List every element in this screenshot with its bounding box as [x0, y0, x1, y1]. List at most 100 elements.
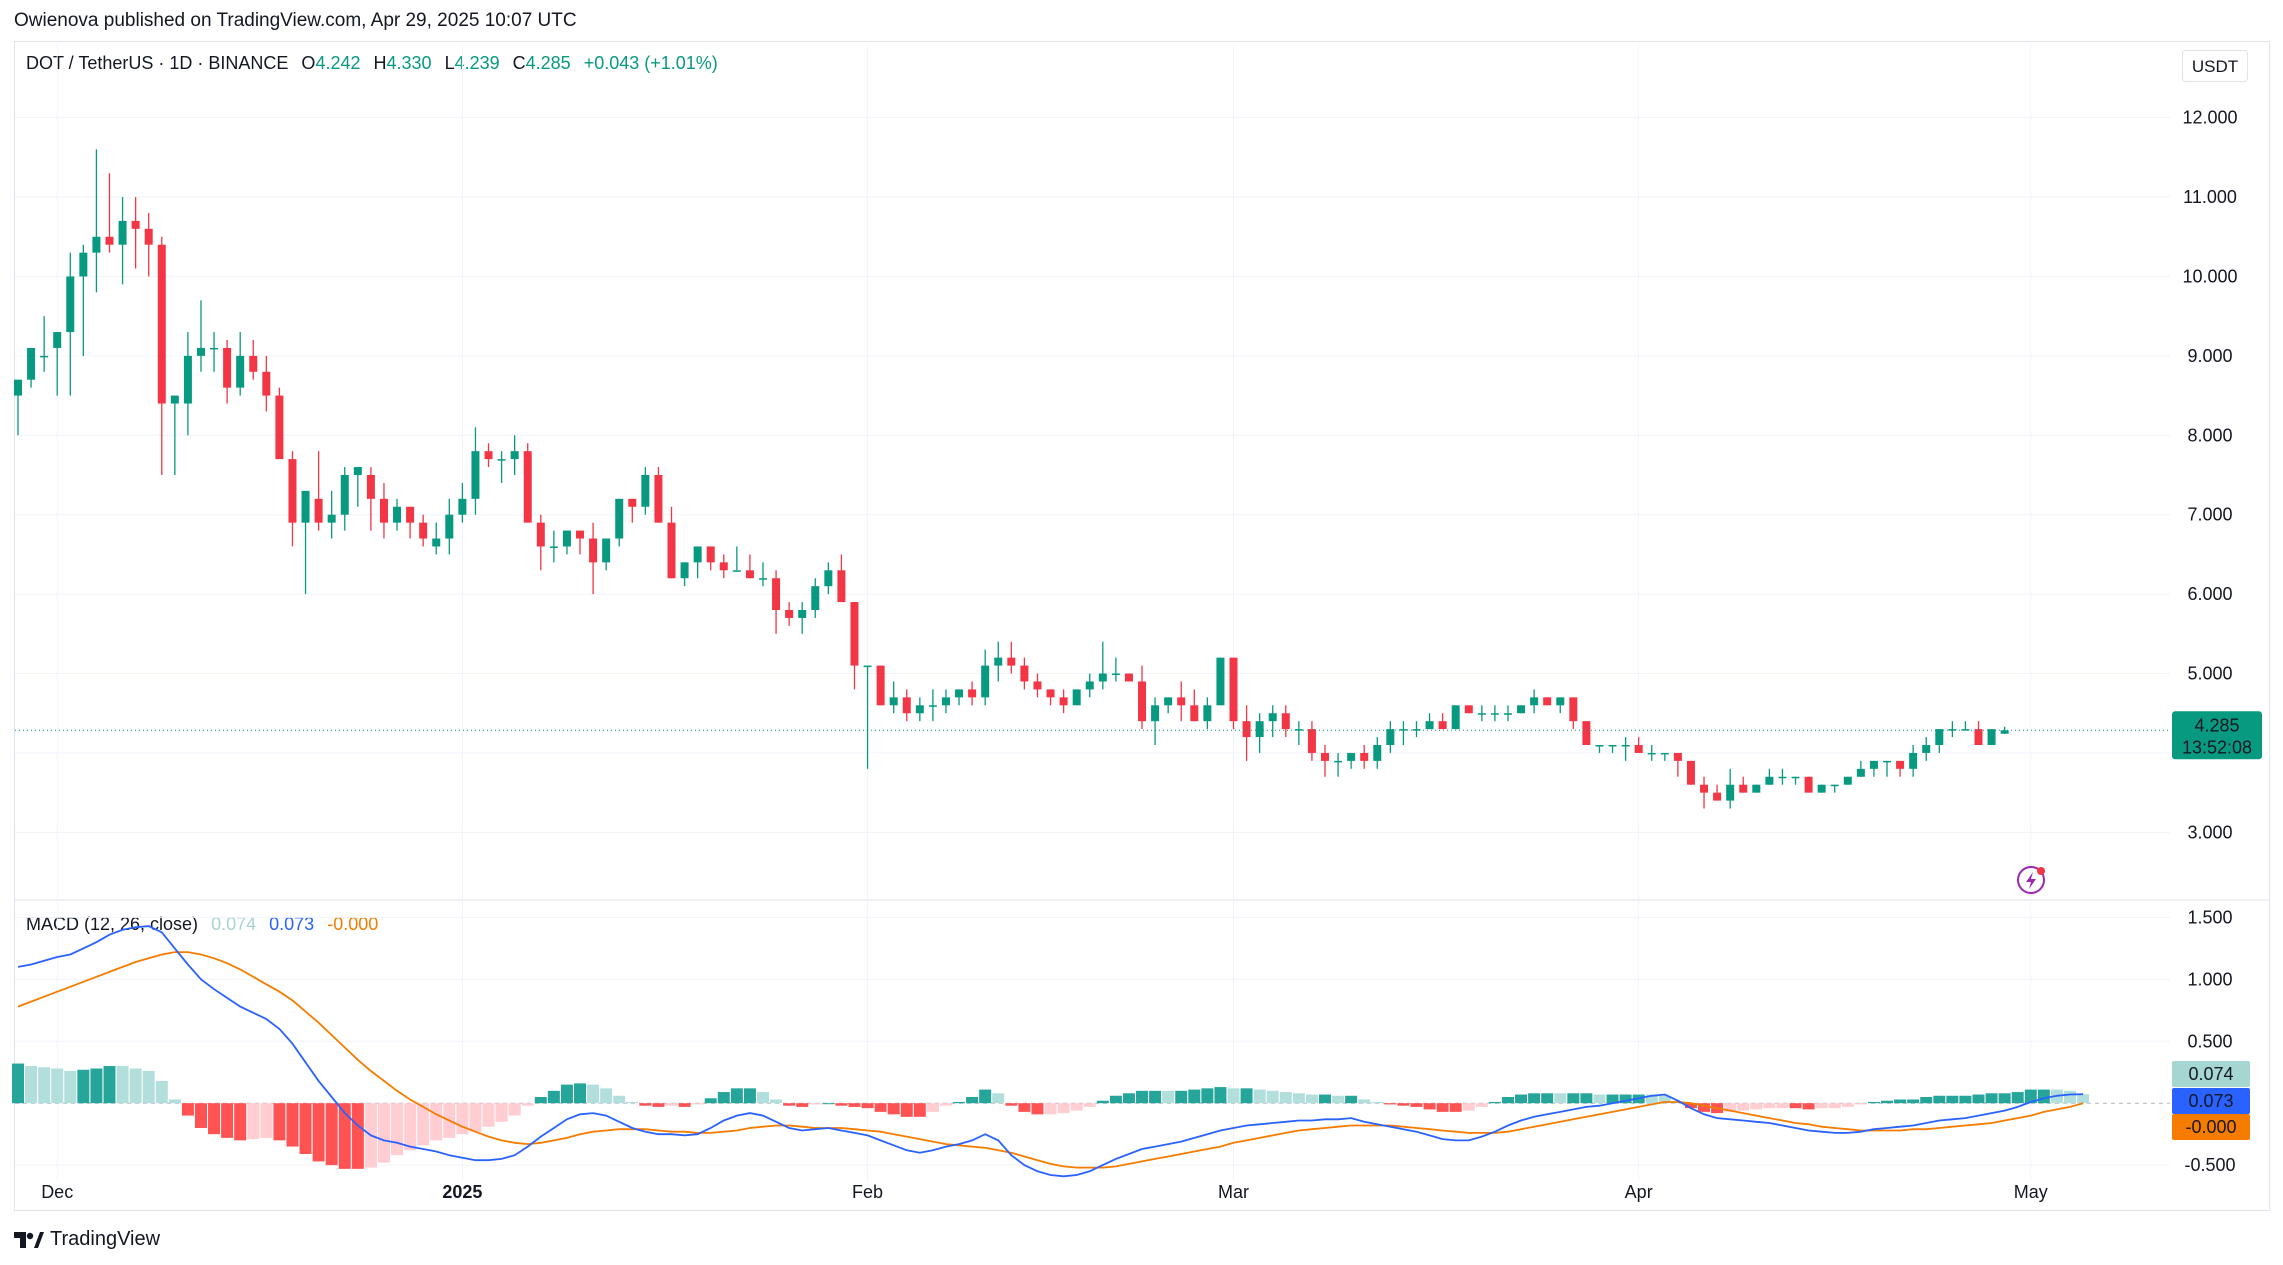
candle-body[interactable] — [941, 697, 950, 706]
candle-body[interactable] — [994, 657, 1003, 666]
candle-body[interactable] — [1660, 752, 1669, 755]
candle-body[interactable] — [1935, 729, 1944, 745]
candle-body[interactable] — [1700, 784, 1709, 793]
candle-body[interactable] — [1164, 697, 1173, 706]
candle-body[interactable] — [366, 475, 375, 499]
candle-body[interactable] — [223, 347, 232, 388]
candle-body[interactable] — [680, 562, 689, 579]
candle-body[interactable] — [471, 451, 480, 499]
candle-body[interactable] — [798, 610, 807, 618]
candle-body[interactable] — [824, 570, 833, 587]
candle-body[interactable] — [105, 236, 114, 245]
candle-body[interactable] — [1621, 745, 1630, 747]
candle-body[interactable] — [1922, 745, 1931, 753]
candle-body[interactable] — [549, 546, 558, 548]
candle-body[interactable] — [1268, 713, 1277, 722]
candle-body[interactable] — [1634, 745, 1643, 753]
candle-body[interactable] — [1425, 721, 1434, 730]
candle-body[interactable] — [1281, 713, 1290, 730]
candle-body[interactable] — [1673, 752, 1682, 761]
candle-body[interactable] — [719, 562, 728, 571]
candle-body[interactable] — [641, 475, 650, 507]
candle-body[interactable] — [1451, 705, 1460, 730]
candle-body[interactable] — [196, 347, 205, 356]
candle-body[interactable] — [706, 546, 715, 563]
candle-body[interactable] — [1569, 697, 1578, 722]
candle-body[interactable] — [837, 570, 846, 603]
candle-body[interactable] — [955, 689, 964, 698]
last-price-label[interactable] — [2172, 711, 2262, 760]
candle-body[interactable] — [1177, 697, 1186, 706]
candle-body[interactable] — [667, 522, 676, 579]
candle-body[interactable] — [1046, 689, 1055, 698]
candle-body[interactable] — [968, 689, 977, 698]
candle-body[interactable] — [1124, 673, 1133, 682]
candle-body[interactable] — [14, 379, 22, 396]
candle-body[interactable] — [1647, 752, 1656, 755]
candle-body[interactable] — [876, 665, 885, 706]
candle-body[interactable] — [288, 459, 297, 523]
candle-body[interactable] — [379, 498, 388, 523]
candle-body[interactable] — [92, 236, 101, 253]
candle-body[interactable] — [1843, 776, 1852, 785]
candle-body[interactable] — [1412, 729, 1421, 731]
lightning-alert-icon[interactable] — [2017, 866, 2045, 894]
candle-body[interactable] — [1686, 760, 1695, 785]
candle-body[interactable] — [1791, 776, 1800, 779]
candle-body[interactable] — [1020, 665, 1029, 682]
candle-body[interactable] — [1386, 729, 1395, 745]
candle-body[interactable] — [458, 498, 467, 515]
candle-body[interactable] — [1033, 681, 1042, 690]
candle-body[interactable] — [445, 514, 454, 539]
candle-body[interactable] — [183, 355, 192, 404]
candle-body[interactable] — [131, 220, 140, 229]
candle-body[interactable] — [628, 498, 637, 507]
candle-body[interactable] — [406, 506, 415, 523]
candle-body[interactable] — [1098, 673, 1107, 682]
candle-body[interactable] — [118, 220, 127, 245]
macd-signal-line[interactable] — [17, 951, 2084, 1169]
candle-body[interactable] — [1869, 760, 1878, 769]
candle-body[interactable] — [863, 665, 872, 668]
candle-body[interactable] — [1216, 657, 1225, 706]
candle-body[interactable] — [79, 252, 88, 277]
candle-body[interactable] — [928, 705, 937, 707]
currency-button[interactable]: USDT — [2182, 50, 2248, 82]
candle-body[interactable] — [314, 498, 323, 523]
candle-body[interactable] — [758, 578, 767, 580]
candle-body[interactable] — [1477, 713, 1486, 715]
candle-body[interactable] — [1948, 729, 1957, 731]
candle-body[interactable] — [1530, 697, 1539, 706]
candle-body[interactable] — [497, 459, 506, 461]
candle-body[interactable] — [1713, 792, 1722, 801]
candle-body[interactable] — [889, 697, 898, 706]
candle-body[interactable] — [915, 705, 924, 714]
macd-line[interactable] — [17, 925, 2084, 1178]
candle-body[interactable] — [1883, 760, 1892, 763]
candle-body[interactable] — [1334, 760, 1343, 763]
candle-body[interactable] — [693, 546, 702, 563]
candle-body[interactable] — [1608, 745, 1617, 747]
candle-body[interactable] — [1765, 776, 1774, 785]
candle-body[interactable] — [1347, 752, 1356, 761]
candle-body[interactable] — [772, 578, 781, 610]
candle-body[interactable] — [353, 467, 362, 475]
candle-body[interactable] — [1503, 713, 1512, 715]
candle-body[interactable] — [275, 395, 284, 460]
candle-body[interactable] — [1229, 657, 1238, 722]
candle-body[interactable] — [1111, 673, 1120, 676]
candle-body[interactable] — [1961, 729, 1970, 731]
candle-body[interactable] — [1739, 784, 1748, 793]
candle-body[interactable] — [1007, 657, 1016, 666]
candle-body[interactable] — [745, 570, 754, 579]
candle-body[interactable] — [1138, 681, 1147, 722]
candle-body[interactable] — [654, 475, 663, 523]
candle-body[interactable] — [981, 665, 990, 698]
candle-body[interactable] — [811, 586, 820, 610]
candle-body[interactable] — [1464, 705, 1473, 714]
symbol-name[interactable]: DOT / TetherUS · 1D · BINANCE — [26, 53, 289, 73]
candle-body[interactable] — [210, 347, 219, 350]
candle-body[interactable] — [1151, 705, 1160, 722]
candle-body[interactable] — [40, 355, 49, 358]
